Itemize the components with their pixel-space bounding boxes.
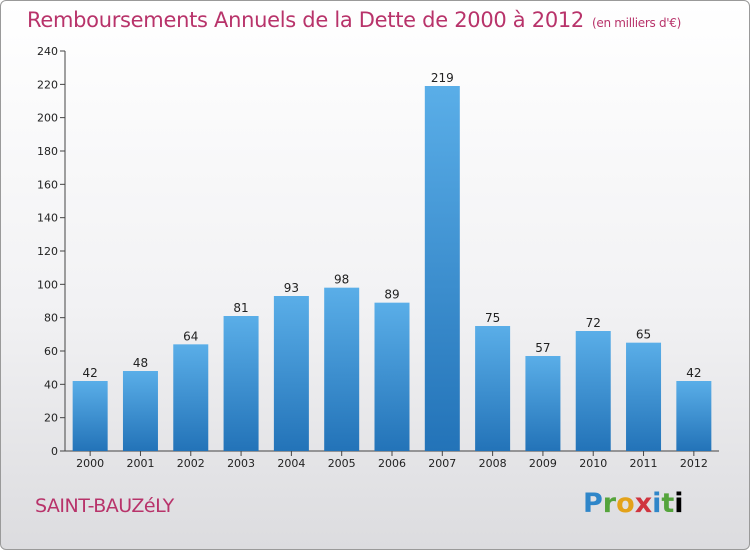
bar	[676, 381, 712, 451]
bar-value-label: 48	[133, 356, 148, 370]
bar-value-label: 64	[183, 329, 198, 343]
bar	[374, 302, 410, 451]
x-tick-label: 2010	[579, 457, 607, 470]
bar	[475, 326, 511, 451]
y-tick-label: 0	[51, 445, 58, 458]
y-tick-label: 240	[37, 45, 58, 58]
x-tick-label: 2008	[479, 457, 507, 470]
x-tick-label: 2012	[680, 457, 708, 470]
bars: 42 48 64 81 93 98 89 219 75 57 72 65 42	[72, 71, 712, 451]
bar-value-label: 42	[686, 366, 701, 380]
bar-value-label: 72	[586, 316, 601, 330]
y-tick-label: 140	[37, 212, 58, 225]
bar	[525, 356, 561, 451]
bar	[324, 287, 360, 451]
logo-letter: t	[661, 488, 675, 519]
bar-value-label: 93	[284, 281, 299, 295]
x-tick-label: 2011	[630, 457, 658, 470]
bar-value-label: 98	[334, 273, 349, 287]
logo-letter: o	[616, 488, 635, 519]
bar-value-label: 57	[535, 341, 550, 355]
bar	[223, 316, 259, 451]
bar	[575, 331, 611, 451]
y-tick-label: 120	[37, 245, 58, 258]
chart-title: Remboursements Annuels de la Dette de 20…	[27, 8, 681, 32]
logo-letter: x	[634, 488, 653, 519]
bar	[626, 342, 662, 451]
logo-letter: P	[583, 488, 603, 519]
bar-value-label: 81	[233, 301, 248, 315]
x-tick-label: 2006	[378, 457, 406, 470]
x-tick-label: 2005	[328, 457, 356, 470]
bar	[72, 381, 108, 451]
chart-title-text: Remboursements Annuels de la Dette de 20…	[27, 8, 584, 32]
bar-value-label: 89	[384, 288, 399, 302]
commune-name: SAINT-BAUZéLY	[35, 495, 174, 517]
y-tick-label: 180	[37, 145, 58, 158]
y-tick-label: 200	[37, 112, 58, 125]
chart-subtitle: (en milliers d'€)	[592, 16, 682, 30]
logo-letter: i	[674, 488, 684, 519]
x-tick-label: 2002	[177, 457, 205, 470]
y-tick-label: 60	[44, 345, 58, 358]
bar	[424, 86, 460, 451]
y-tick-label: 40	[44, 378, 58, 391]
bar	[273, 296, 309, 451]
y-tick-label: 160	[37, 178, 58, 191]
y-tick-label: 220	[37, 78, 58, 91]
axes: 0 20 40 60 80 100 120 140 160 180 200 220 240 2000 200…	[37, 45, 719, 470]
x-tick-label: 2009	[529, 457, 557, 470]
x-tick-label: 2000	[76, 457, 104, 470]
bar	[122, 371, 158, 451]
proxiti-logo: Proxiti	[583, 488, 684, 519]
y-tick-label: 80	[44, 312, 58, 325]
y-tick-label: 100	[37, 278, 58, 291]
logo-letter: i	[652, 488, 662, 519]
x-tick-label: 2007	[428, 457, 456, 470]
x-tick-label: 2004	[277, 457, 305, 470]
bar-value-label: 42	[83, 366, 98, 380]
bar	[173, 344, 209, 451]
bar-value-label: 75	[485, 311, 500, 325]
bar-value-label: 65	[636, 328, 651, 342]
y-tick-label: 20	[44, 412, 58, 425]
logo-letter: r	[602, 488, 617, 519]
x-tick-label: 2001	[126, 457, 154, 470]
x-tick-label: 2003	[227, 457, 255, 470]
bar-value-label: 219	[431, 71, 454, 85]
